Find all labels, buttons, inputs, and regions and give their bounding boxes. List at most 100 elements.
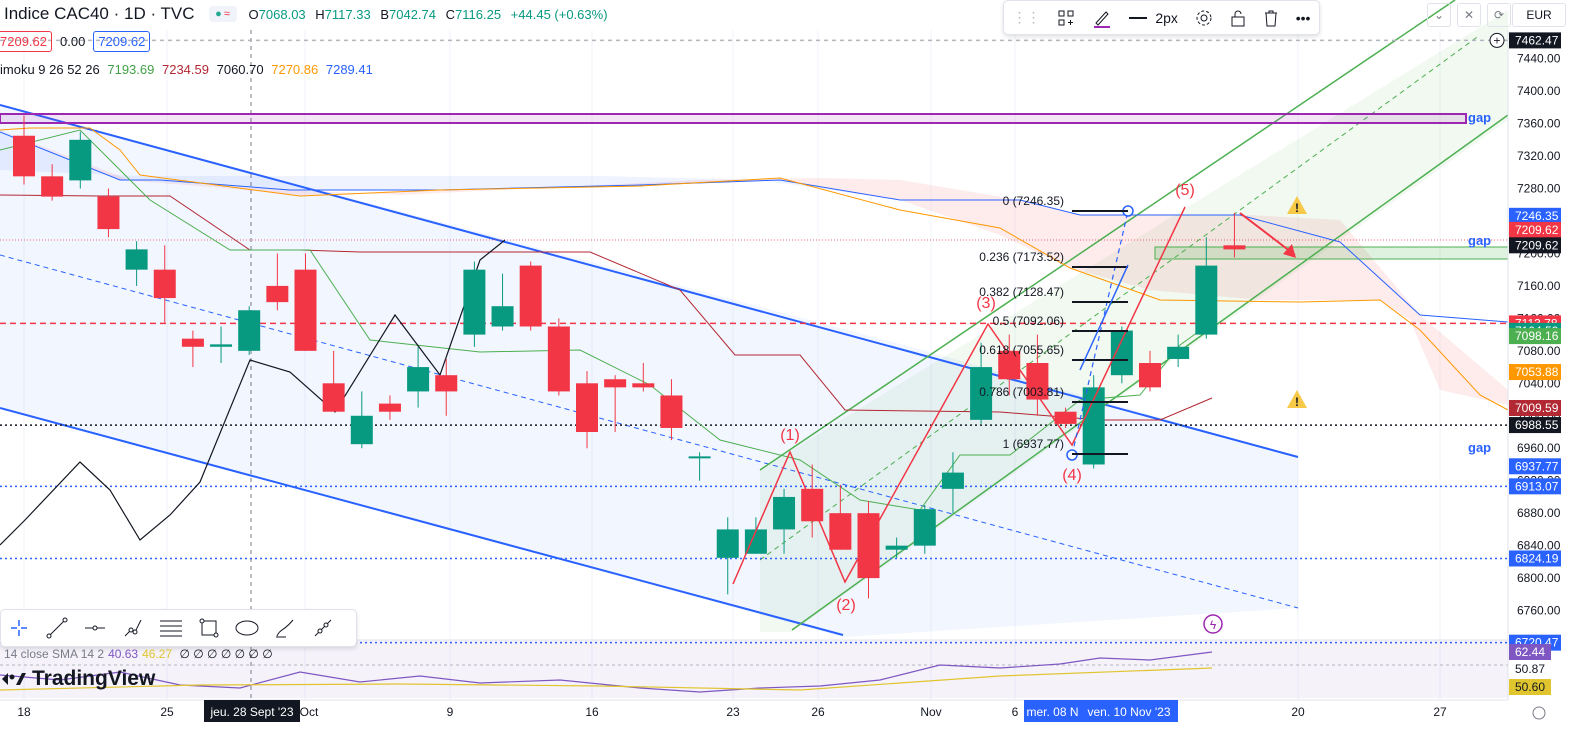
path-icon[interactable]: [119, 614, 147, 642]
elliott-wave-label: (1): [780, 427, 800, 444]
elliott-wave-label: (4): [1062, 467, 1082, 484]
price-tick-label: 7360.00: [1517, 117, 1561, 131]
market-status-icon[interactable]: ● ≈: [208, 6, 237, 22]
line-color-icon[interactable]: [1092, 8, 1112, 28]
time-axis-label: 9: [447, 705, 454, 719]
settings-gear-icon[interactable]: [1195, 9, 1213, 27]
candle-body: [547, 326, 570, 392]
refresh-icon[interactable]: ⟳: [1487, 3, 1511, 27]
price-label-badge: [1509, 550, 1561, 567]
warning-icon-mark: !: [1295, 395, 1299, 409]
elliott-wave-label: (2): [836, 597, 856, 614]
candle-body: [97, 196, 120, 230]
pitchfork-upper-line: [759, 0, 1456, 471]
rsi-value-text: 62.44: [1515, 645, 1545, 659]
elliott-wave-label: (5): [1175, 182, 1195, 199]
rectangle-icon[interactable]: [195, 614, 223, 642]
price-label-text: 7246.35: [1515, 209, 1559, 223]
price-label-text: 7098.16: [1515, 329, 1559, 343]
line-width-button[interactable]: 2px: [1129, 10, 1178, 26]
price-label-badge: [1509, 417, 1561, 434]
brush-icon[interactable]: [271, 614, 299, 642]
elliott-wave-line: [732, 206, 1186, 585]
rsi-legend[interactable]: 14 close SMA 14 2 40.63 46.27 ∅ ∅ ∅ ∅ ∅ ∅ …: [4, 647, 273, 661]
tradingview-logo-icon: [2, 673, 26, 685]
candle-body: [744, 529, 767, 554]
chart-header: Indice CAC40 · 1D · TVC ● ≈ O7068.03 H711…: [0, 2, 608, 26]
price-tick-label: 6760.00: [1517, 604, 1561, 618]
time-axis-label: 27: [1433, 705, 1447, 719]
candle-body: [716, 529, 739, 558]
candle-body: [829, 513, 852, 550]
ichimoku-senkou-b: [0, 127, 1509, 411]
price-tick-label: 7280.00: [1517, 182, 1561, 196]
time-axis-label: 20: [1291, 705, 1305, 719]
ichimoku-chikou: [0, 239, 506, 546]
trend-line-icon[interactable]: [43, 614, 71, 642]
channel-lower-line: [0, 407, 844, 636]
drag-handle-icon[interactable]: ⋮⋮: [1012, 9, 1041, 25]
template-icon[interactable]: [1057, 9, 1075, 27]
price-tick-label: 7080.00: [1517, 344, 1561, 358]
price-label-text: 7462.47: [1515, 33, 1559, 47]
warning-icon-mark: !: [1295, 201, 1299, 215]
price-label-text: 7053.88: [1515, 365, 1559, 379]
ichimoku-legend[interactable]: imoku 9 26 52 26 7193.69 7234.59 7060.70…: [0, 62, 373, 77]
time-axis-pill-text: jeu. 28 Sept '23: [209, 705, 293, 719]
ellipse-icon[interactable]: [233, 614, 261, 642]
chevron-down-icon[interactable]: ⌄: [1427, 3, 1451, 27]
price-tick-label: 6880.00: [1517, 506, 1561, 520]
trash-icon[interactable]: [1263, 9, 1279, 27]
sell-price-button[interactable]: 7209.62: [0, 31, 52, 52]
red-arrow-head: [1283, 244, 1296, 258]
currency-selector[interactable]: EUR: [1512, 3, 1566, 27]
fib-level-label: 1 (6937.77): [1003, 437, 1064, 451]
candle-body: [181, 338, 204, 347]
rsi-value-text: 50.87: [1515, 662, 1545, 676]
price-label-text: 6988.55: [1515, 418, 1559, 432]
crosshair-icon[interactable]: [5, 614, 33, 642]
more-options-icon[interactable]: •••: [1295, 9, 1311, 26]
drawing-tools-bar: [0, 609, 357, 647]
horizontal-ray-icon[interactable]: [81, 614, 109, 642]
candle-body: [13, 135, 35, 177]
candle-body: [491, 306, 514, 327]
price-change: +44.45 (+0.63%): [510, 6, 608, 22]
collapse-icon[interactable]: ✕: [1457, 3, 1481, 27]
rsi-value-badge: [1509, 661, 1551, 677]
candle-body: [1026, 363, 1049, 400]
gap-label: gap: [1468, 233, 1491, 248]
time-axis-pill: [1024, 700, 1081, 722]
ichimoku-senkou-a: [0, 131, 1509, 323]
price-tick-label: 6800.00: [1517, 571, 1561, 585]
candle-body: [660, 395, 683, 428]
fib-trend-line: [1071, 210, 1129, 456]
candle-body: [941, 472, 964, 489]
lock-icon[interactable]: [1230, 9, 1246, 27]
candle-body: [378, 403, 401, 412]
candle-body: [604, 379, 627, 388]
fib-level-label: 0 (7246.35): [1003, 194, 1064, 208]
candle-body: [576, 383, 598, 433]
tradingview-logo[interactable]: TradingView: [0, 667, 155, 691]
ichimoku-kijun: [0, 194, 1213, 421]
warning-icon: [1287, 390, 1307, 408]
drawing-properties-toolbar: ⋮⋮ 2px •••: [1003, 0, 1320, 35]
candle-body: [1139, 363, 1161, 388]
red-arrow-line: [1239, 212, 1296, 256]
measure-icon[interactable]: [309, 614, 337, 642]
symbol-title[interactable]: Indice CAC40 · 1D · TVC: [4, 4, 195, 23]
candle-body: [688, 456, 711, 459]
candle-body: [350, 415, 373, 445]
price-label-badge: [1509, 399, 1561, 416]
candle-body: [435, 375, 458, 392]
quote-row: 7209.62 0.00 7209.62: [0, 31, 158, 52]
candle-body: [913, 509, 936, 546]
time-axis-label: 23: [726, 705, 740, 719]
fib-retracement-icon[interactable]: [157, 614, 185, 642]
fib-level-label: 0.5 (7092.06): [993, 314, 1064, 328]
buy-price-button[interactable]: 7209.62: [93, 31, 151, 52]
window-controls: ⌄ ✕ ⟳: [1427, 3, 1511, 27]
ichimoku-tenkan: [0, 129, 1213, 511]
